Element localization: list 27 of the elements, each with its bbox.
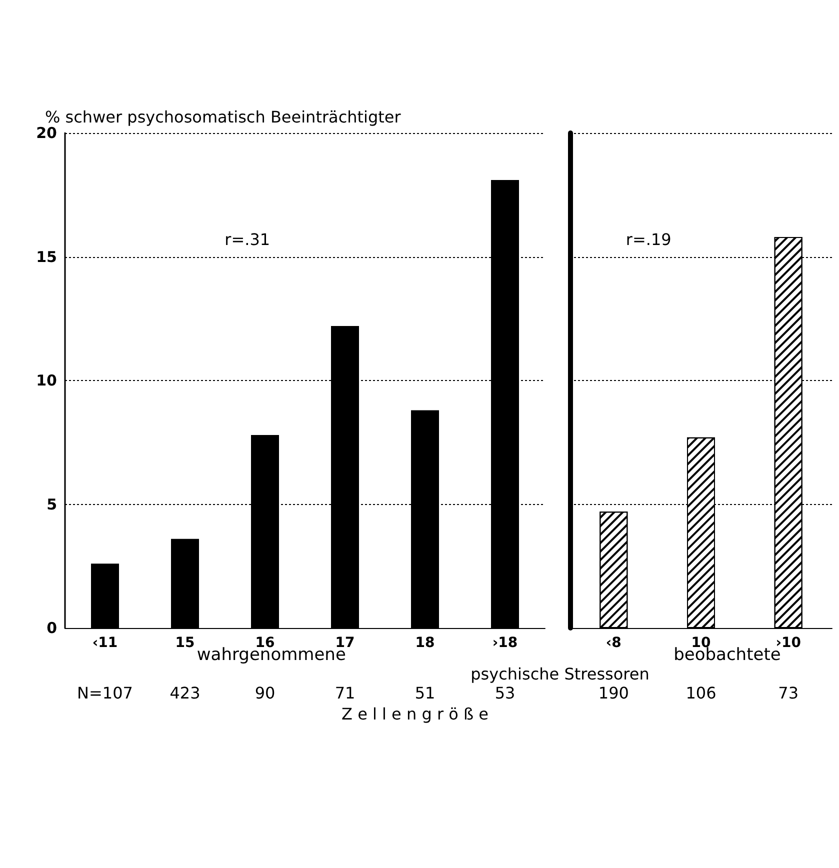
x-tick-label: 17 [335,635,355,651]
text: 423 [170,684,200,702]
x-tick-label: ›10 [776,635,802,651]
text: psychische Stressoren [470,664,650,684]
x-tick-label: ‹11 [92,635,118,651]
text: 190 [598,684,629,702]
annotation: r=.19 [626,230,672,249]
text: N=107 [77,684,133,702]
y-axis-title: % schwer psychosomatisch Beeinträchtigter [45,108,402,126]
annotation: r=.31 [224,230,270,249]
y-tick-label: 10 [36,372,57,390]
x-tick-label: 16 [255,635,275,651]
x-tick-label: ›18 [492,635,518,651]
y-tick-label: 5 [46,495,57,514]
text: 71 [334,684,356,702]
y-tick-label: 15 [36,248,57,266]
text: 73 [778,684,799,702]
text: 53 [494,684,516,702]
x-tick-label: 15 [175,635,195,651]
text: 90 [254,684,276,702]
text: 51 [414,684,436,702]
text: 106 [686,684,716,702]
y-tick-label: 0 [46,619,57,637]
y-tick-label: 20 [36,124,57,142]
x-tick-label: 18 [415,635,435,651]
text: Z e l l e n g r ö ß e [342,704,488,724]
x-tick-label: ‹8 [606,635,622,651]
